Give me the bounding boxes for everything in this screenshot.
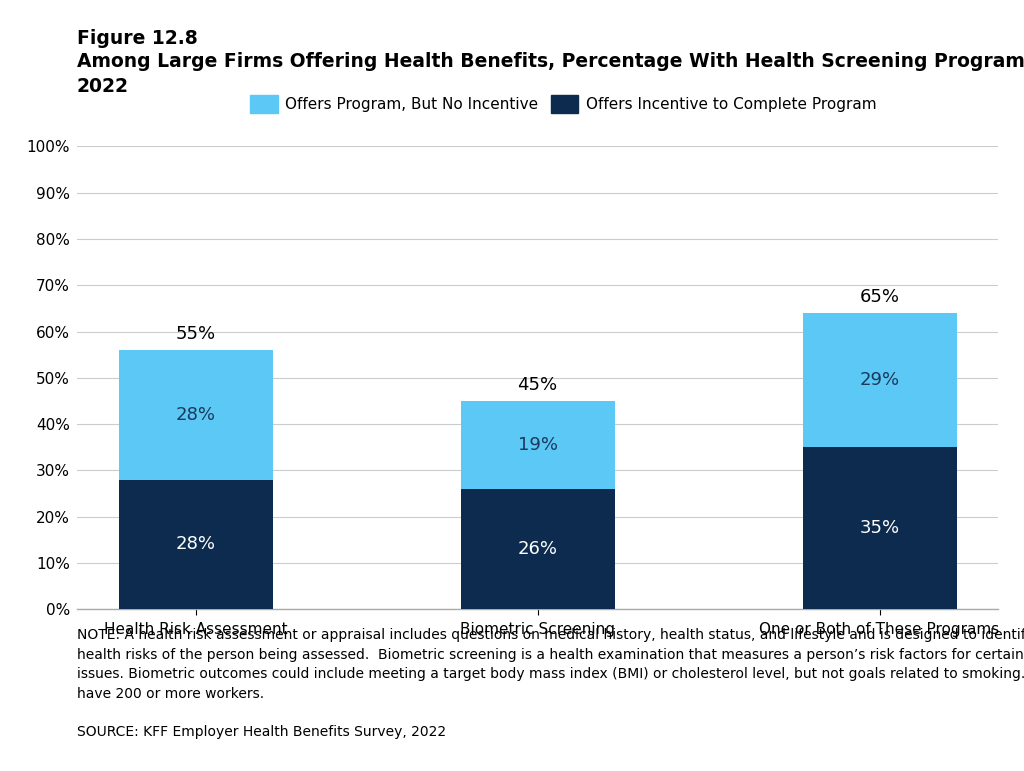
Text: 55%: 55% (175, 325, 216, 343)
Bar (119, 350, 272, 480)
Text: 35%: 35% (859, 519, 900, 537)
Bar (803, 313, 956, 447)
Text: 19%: 19% (517, 436, 558, 454)
Text: 29%: 29% (859, 371, 900, 389)
Text: Among Large Firms Offering Health Benefits, Percentage With Health Screening Pro: Among Large Firms Offering Health Benefi… (77, 52, 1024, 72)
Bar (803, 447, 956, 609)
Text: 26%: 26% (517, 540, 558, 558)
Legend: Offers Program, But No Incentive, Offers Incentive to Complete Program: Offers Program, But No Incentive, Offers… (250, 95, 877, 113)
Bar (119, 480, 272, 609)
Text: 28%: 28% (176, 406, 216, 424)
Text: SOURCE: KFF Employer Health Benefits Survey, 2022: SOURCE: KFF Employer Health Benefits Sur… (77, 725, 445, 739)
Text: 2022: 2022 (77, 77, 129, 96)
Text: 45%: 45% (517, 376, 558, 394)
Bar (461, 489, 614, 609)
Text: 65%: 65% (859, 288, 899, 306)
Text: Figure 12.8: Figure 12.8 (77, 29, 198, 49)
Text: NOTE: A health risk assessment or appraisal includes questions on medical histor: NOTE: A health risk assessment or apprai… (77, 628, 1024, 701)
Bar (461, 401, 614, 489)
Text: 28%: 28% (176, 535, 216, 554)
